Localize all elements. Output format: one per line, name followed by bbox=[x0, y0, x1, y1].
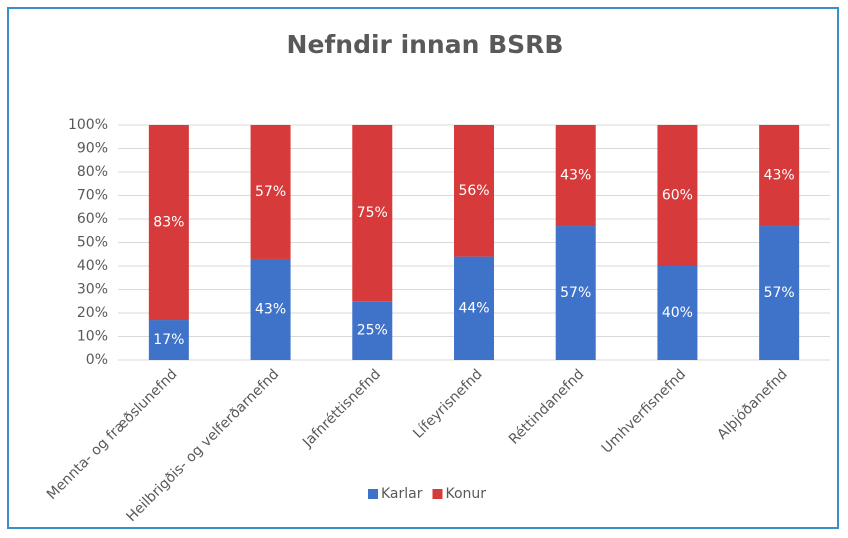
bar-segment bbox=[759, 226, 800, 360]
y-tick-label: 0% bbox=[86, 352, 108, 368]
bar-segment bbox=[352, 125, 393, 302]
data-label: 56% bbox=[458, 183, 489, 199]
bar-segment bbox=[250, 258, 291, 360]
y-tick-label: 50% bbox=[77, 235, 108, 251]
bar-segment bbox=[657, 266, 698, 360]
y-tick-label: 80% bbox=[77, 164, 108, 180]
data-label: 57% bbox=[560, 285, 591, 301]
bar-segment bbox=[759, 125, 800, 227]
y-tick-label: 40% bbox=[77, 258, 108, 274]
bar-segment bbox=[555, 226, 596, 360]
data-label: 43% bbox=[255, 301, 286, 317]
data-label: 44% bbox=[458, 300, 489, 316]
data-label: 43% bbox=[764, 168, 795, 184]
data-label: 57% bbox=[255, 184, 286, 200]
y-tick-label: 70% bbox=[77, 188, 108, 204]
data-label: 75% bbox=[357, 205, 388, 221]
bar-segment bbox=[657, 125, 698, 266]
data-label: 17% bbox=[153, 332, 184, 348]
legend-label: Karlar bbox=[381, 486, 423, 502]
bar-segment bbox=[148, 125, 189, 321]
y-tick-label: 30% bbox=[77, 282, 108, 298]
bar-segment bbox=[250, 125, 291, 259]
data-label: 83% bbox=[153, 215, 184, 231]
bar-segment bbox=[454, 125, 494, 257]
bar-segment bbox=[148, 320, 189, 360]
legend-swatch bbox=[432, 489, 443, 499]
data-label: 43% bbox=[560, 168, 591, 184]
data-label: 60% bbox=[662, 188, 693, 204]
bar-segment bbox=[352, 301, 393, 360]
chart-title: Nefndir innan BSRB bbox=[287, 30, 564, 59]
y-tick-label: 10% bbox=[77, 329, 108, 345]
y-tick-label: 20% bbox=[77, 305, 108, 321]
data-label: 40% bbox=[662, 305, 693, 321]
data-label: 57% bbox=[764, 285, 795, 301]
bar-segment bbox=[454, 256, 494, 360]
legend-label: Konur bbox=[446, 486, 487, 502]
y-tick-label: 60% bbox=[77, 211, 108, 227]
legend-swatch bbox=[368, 489, 378, 499]
data-label: 25% bbox=[357, 323, 388, 339]
bar-segment bbox=[555, 125, 596, 227]
y-tick-label: 100% bbox=[68, 117, 108, 133]
chart-border bbox=[7, 7, 839, 529]
y-tick-label: 90% bbox=[77, 141, 108, 157]
